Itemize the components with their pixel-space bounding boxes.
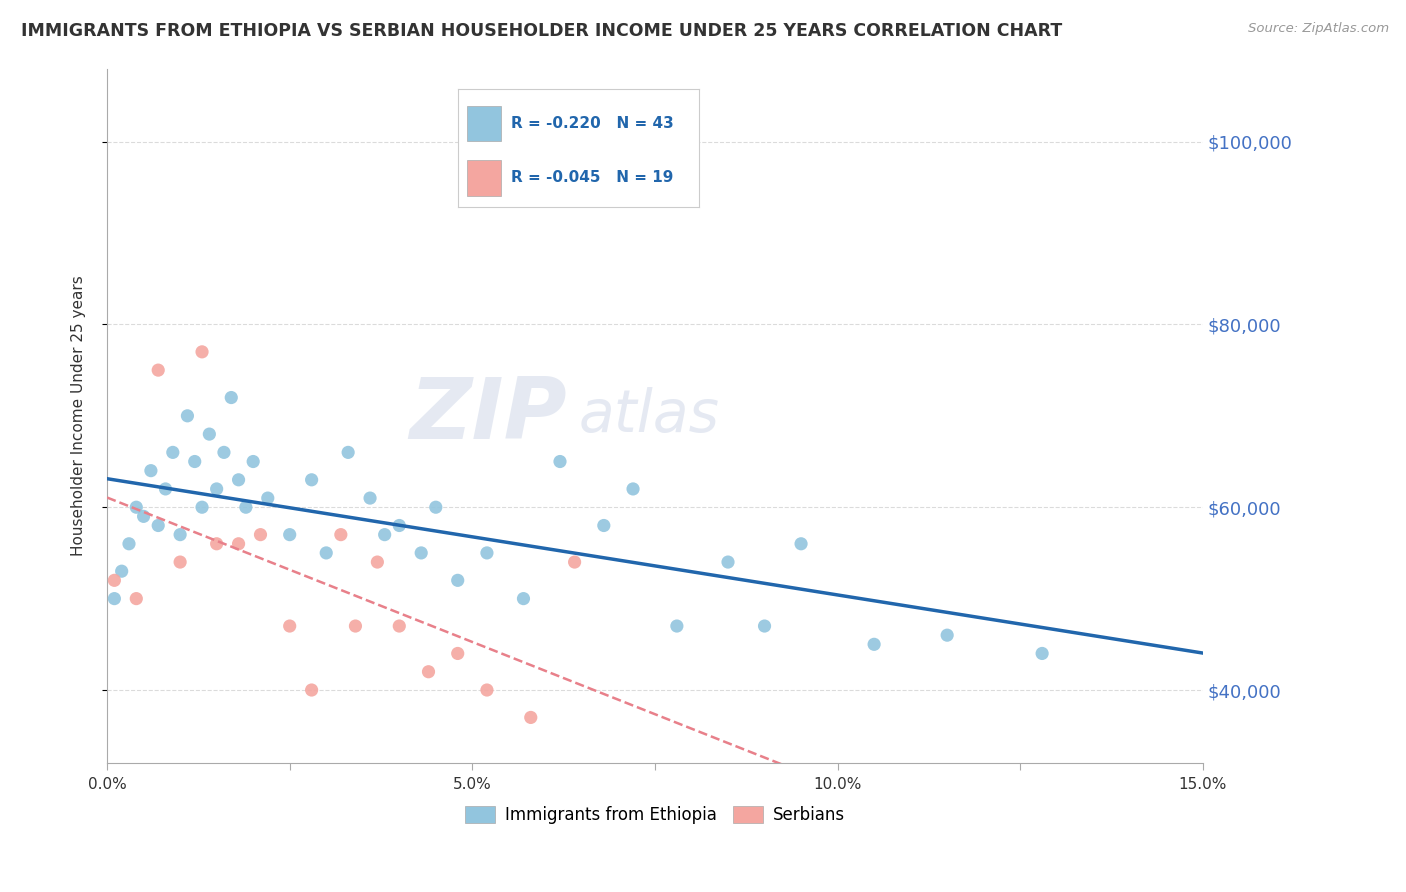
Point <box>125 591 148 606</box>
Point <box>411 546 433 560</box>
Legend: Immigrants from Ethiopia, Serbians: Immigrants from Ethiopia, Serbians <box>464 806 845 824</box>
Point <box>936 628 959 642</box>
Y-axis label: Householder Income Under 25 years: Householder Income Under 25 years <box>72 276 86 557</box>
Point <box>205 537 228 551</box>
Point <box>621 482 644 496</box>
Text: atlas: atlas <box>578 387 720 444</box>
Point <box>103 591 125 606</box>
Point <box>249 527 271 541</box>
Point <box>132 509 155 524</box>
Point <box>278 527 301 541</box>
Point <box>564 555 586 569</box>
Point <box>148 363 170 377</box>
Point <box>169 555 191 569</box>
Point <box>219 391 242 405</box>
Point <box>118 537 141 551</box>
Point <box>388 619 411 633</box>
Point <box>520 710 543 724</box>
Point <box>374 527 396 541</box>
Point <box>155 482 177 496</box>
Point <box>359 491 381 505</box>
Point <box>191 344 214 359</box>
Point <box>665 619 688 633</box>
Point <box>212 445 235 459</box>
Point <box>162 445 184 459</box>
Text: ZIP: ZIP <box>409 375 567 458</box>
Point <box>198 427 221 442</box>
Point <box>228 537 250 551</box>
Point <box>205 482 228 496</box>
Point <box>790 537 813 551</box>
Point <box>592 518 614 533</box>
Point <box>301 683 323 698</box>
Point <box>148 518 170 533</box>
Point <box>344 619 367 633</box>
Point <box>103 574 125 588</box>
Point <box>337 445 360 459</box>
Point <box>548 454 571 468</box>
Text: IMMIGRANTS FROM ETHIOPIA VS SERBIAN HOUSEHOLDER INCOME UNDER 25 YEARS CORRELATIO: IMMIGRANTS FROM ETHIOPIA VS SERBIAN HOUS… <box>21 22 1063 40</box>
Point <box>256 491 278 505</box>
Point <box>447 574 470 588</box>
Point <box>475 546 498 560</box>
Point <box>1031 647 1053 661</box>
Point <box>754 619 776 633</box>
Point <box>512 591 534 606</box>
Point <box>242 454 264 468</box>
Point <box>184 454 207 468</box>
Point <box>235 500 257 515</box>
Point <box>139 464 162 478</box>
Point <box>418 665 440 679</box>
Point <box>278 619 301 633</box>
Point <box>717 555 740 569</box>
Point <box>366 555 388 569</box>
Point <box>447 647 470 661</box>
Point <box>176 409 198 423</box>
Point <box>329 527 352 541</box>
Point <box>425 500 447 515</box>
Point <box>125 500 148 515</box>
Point <box>111 564 134 578</box>
Point <box>301 473 323 487</box>
Text: Source: ZipAtlas.com: Source: ZipAtlas.com <box>1249 22 1389 36</box>
Point <box>315 546 337 560</box>
Point <box>228 473 250 487</box>
Point <box>388 518 411 533</box>
Point <box>863 637 886 651</box>
Point <box>191 500 214 515</box>
Point <box>169 527 191 541</box>
Point <box>475 683 498 698</box>
